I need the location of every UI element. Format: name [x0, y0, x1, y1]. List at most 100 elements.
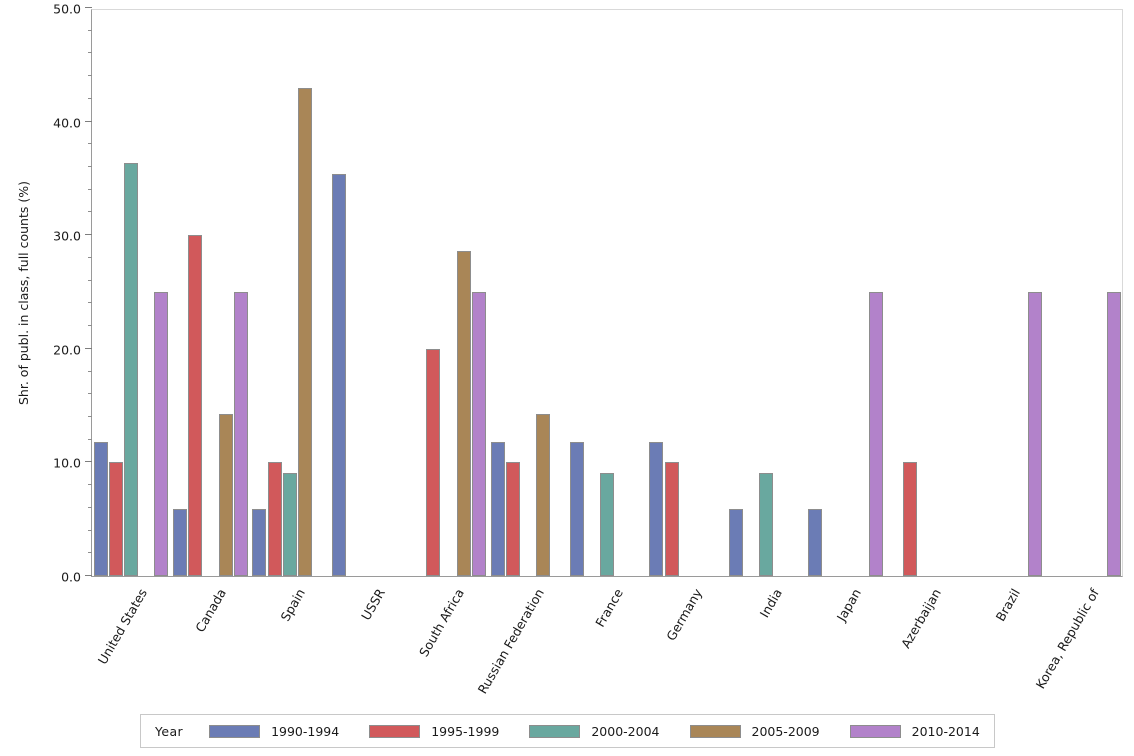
legend-color-swatch [529, 724, 581, 738]
bar[interactable] [808, 508, 823, 576]
legend-item[interactable]: 1990-1994 [209, 724, 339, 739]
bar[interactable] [1107, 292, 1122, 576]
bar[interactable] [282, 472, 297, 576]
bar[interactable] [154, 292, 169, 576]
bar[interactable] [536, 413, 551, 576]
y-axis-minor-tick [88, 279, 92, 281]
legend-item[interactable]: 2000-2004 [529, 723, 660, 739]
legend-entries: 1990-1994 1995-1999 2000-2004 2005-2009 2010… [209, 724, 980, 739]
y-axis-minor-tick [88, 302, 92, 304]
legend-item[interactable]: 1995-1999 [369, 724, 499, 739]
bar[interactable] [252, 508, 267, 576]
y-axis-tick-label: 30.0 [53, 228, 81, 244]
y-axis-minor-tick [88, 415, 92, 417]
y-axis-major-tick [85, 575, 92, 576]
bar[interactable] [173, 508, 188, 576]
bar[interactable] [649, 441, 664, 576]
bar[interactable] [505, 462, 520, 576]
bar[interactable] [472, 292, 487, 576]
legend-item-label: 2005-2009 [751, 723, 820, 739]
legend-title: Year [155, 723, 184, 739]
legend: Year 1990-1994 1995-1999 2000-2004 2005-200… [140, 714, 995, 748]
y-axis-minor-tick [88, 211, 92, 213]
x-axis-tick-label-text: Azerbaijan [897, 586, 944, 651]
x-axis-tick-label-text: Korea, Republic of [1032, 586, 1103, 692]
x-axis-tick-label-text: Germany [663, 586, 706, 644]
bar[interactable] [267, 462, 282, 576]
y-axis-minor-tick [88, 52, 92, 54]
legend-color-swatch [209, 724, 261, 738]
y-axis-minor-tick [88, 506, 92, 508]
plot-area [85, 7, 1123, 577]
bar[interactable] [759, 472, 774, 576]
x-axis-tick-label-text: France [592, 586, 626, 630]
legend-color-swatch [369, 724, 421, 738]
y-axis-minor-tick [88, 529, 92, 531]
bar[interactable] [218, 413, 233, 576]
legend-color-swatch [689, 724, 741, 738]
y-axis-minor-tick [88, 75, 92, 77]
bar[interactable] [664, 462, 679, 576]
y-axis-tick-label: 10.0 [53, 455, 81, 471]
bar-group [888, 10, 964, 576]
bar-group [93, 10, 170, 576]
bar[interactable] [1027, 292, 1042, 576]
bar[interactable] [600, 472, 615, 576]
legend-item-label: 1990-1994 [271, 723, 340, 739]
legend-item-label: 1995-1999 [431, 723, 500, 739]
y-axis-minor-tick [88, 188, 92, 190]
x-axis-tick-label-text: United States [94, 586, 150, 667]
x-axis-tick-label-text: South Africa [416, 586, 468, 660]
bar[interactable] [728, 508, 743, 576]
y-axis-tick-label: 40.0 [53, 115, 81, 131]
bar[interactable] [868, 292, 883, 576]
bar[interactable] [108, 462, 123, 576]
y-axis-minor-tick [88, 29, 92, 31]
bar[interactable] [456, 251, 471, 576]
legend-item[interactable]: 2010-2014 [849, 724, 980, 739]
bar-group [490, 10, 567, 576]
y-axis-major-tick [85, 461, 92, 463]
legend-item[interactable]: 2005-2009 [689, 723, 820, 739]
bar[interactable] [298, 87, 313, 576]
y-axis-major-tick [85, 7, 92, 8]
y-axis-minor-tick [88, 393, 92, 395]
bar-group [967, 10, 1043, 576]
bar[interactable] [570, 441, 584, 576]
y-axis-minor-tick [88, 166, 92, 168]
bar[interactable] [426, 348, 441, 576]
x-axis-tick-label-text: India [756, 586, 785, 621]
bar-group [649, 10, 725, 576]
x-axis-tick-label-text: Russian Federation [474, 586, 547, 697]
bar[interactable] [233, 292, 248, 576]
bar-group [252, 10, 328, 576]
y-axis-minor-tick [88, 438, 92, 440]
y-axis-minor-tick [88, 143, 92, 145]
legend-color-swatch [849, 724, 901, 738]
legend-item-label: 2000-2004 [591, 723, 660, 739]
y-axis-major-tick [85, 347, 92, 349]
bar-group [570, 10, 646, 576]
bar[interactable] [124, 162, 139, 576]
y-axis-minor-tick [88, 256, 92, 258]
x-axis-tick-label-text: Brazil [992, 586, 1023, 624]
bar[interactable] [490, 441, 505, 576]
y-axis-major-tick [85, 234, 92, 236]
y-axis-minor-tick [88, 370, 92, 372]
x-axis-tick-label-text: Japan [833, 586, 865, 624]
y-axis-tick-label: 0.0 [61, 569, 81, 585]
bar[interactable] [902, 462, 917, 576]
y-axis-tick-labels: 0.0 10.0 20.0 30.0 40.0 50.0 [9, 2, 81, 585]
bar[interactable] [93, 441, 108, 576]
y-axis-minor-tick [88, 325, 92, 327]
bar[interactable] [188, 235, 203, 576]
bar-group [411, 10, 487, 576]
bar[interactable] [331, 173, 346, 576]
bar-group [173, 10, 249, 576]
x-axis-tick-label-text: Canada [192, 586, 230, 635]
y-axis-tick-label: 50.0 [53, 1, 81, 17]
y-axis-minor-tick [88, 552, 92, 554]
y-axis-major-tick [85, 120, 92, 122]
y-axis-tick-label: 20.0 [53, 342, 81, 358]
